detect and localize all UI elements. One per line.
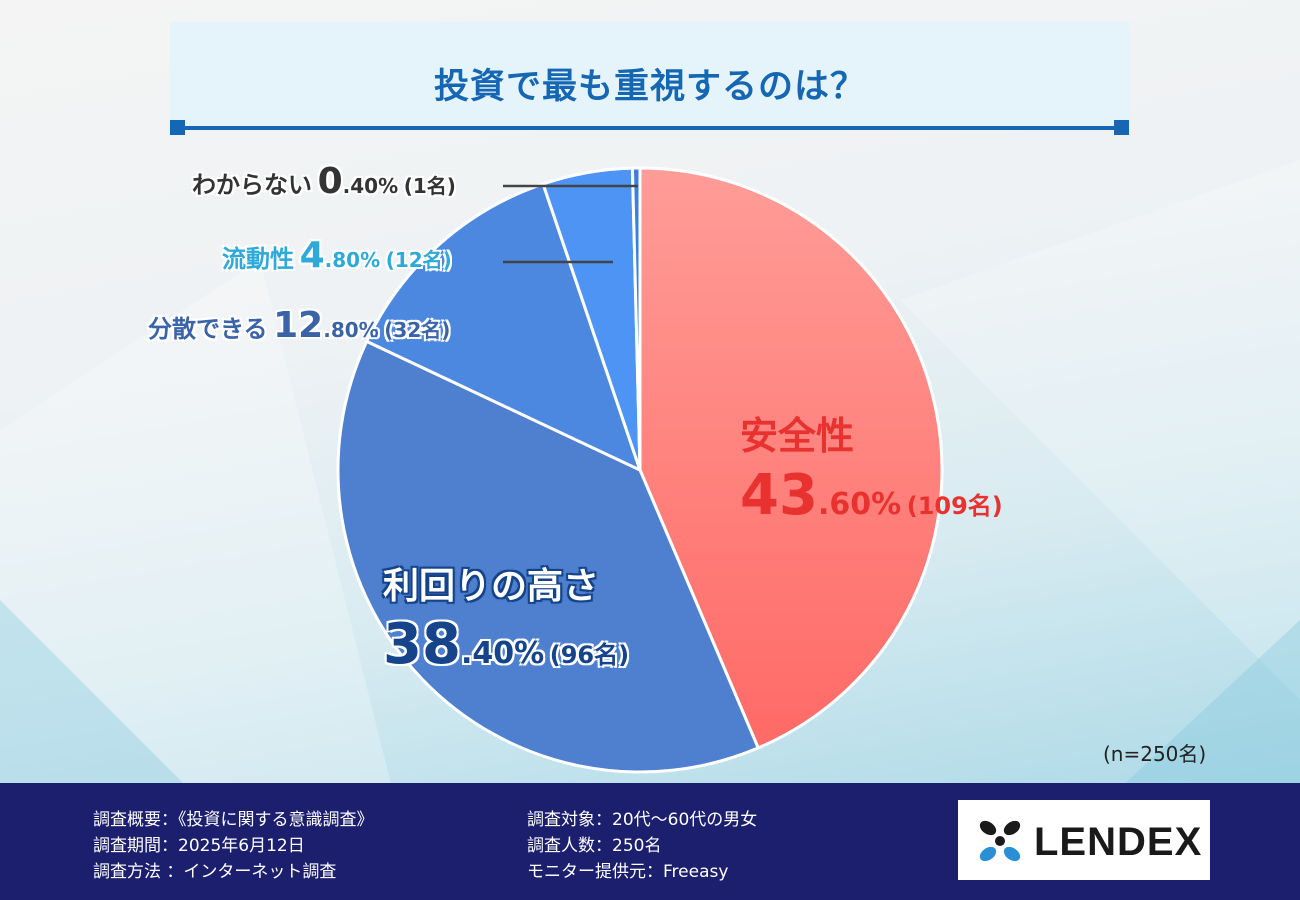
- pie-slice-yield: [336, 339, 761, 774]
- label-safety: 安全性 43.60% (109名): [740, 405, 1003, 524]
- label-distribution-pct-dec: .80%: [323, 318, 379, 342]
- label-unknown: わからない 0.40% (1名): [192, 164, 456, 200]
- footer-survey-count: 調査人数：250名: [527, 836, 662, 856]
- title-underline: [176, 126, 1122, 130]
- label-distribution-count: (32名): [384, 318, 451, 342]
- label-liquidity: 流動性 4.80% (12名): [222, 238, 452, 274]
- label-safety-name: 安全性: [740, 414, 855, 458]
- lendex-flower-icon: [979, 820, 1021, 862]
- logo-text: LENDEX: [1034, 820, 1203, 864]
- label-yield-name: 利回りの高さ: [383, 566, 600, 607]
- label-distribution-pct-int: 12: [273, 305, 324, 346]
- label-unknown-pct-int: 0: [317, 161, 343, 202]
- label-unknown-pct-dec: .40%: [342, 174, 399, 198]
- label-yield-pct-int: 38: [383, 612, 461, 677]
- label-yield-count: (96名): [549, 641, 630, 669]
- label-liquidity-pct-int: 4: [299, 235, 325, 276]
- label-liquidity-name: 流動性: [222, 245, 294, 273]
- label-distribution: 分散できる 12.80% (32名): [148, 308, 450, 344]
- label-yield: 利回りの高さ 38.40% (96名): [383, 557, 629, 673]
- label-safety-pct-int: 43: [740, 463, 818, 528]
- label-safety-count: (109名): [906, 492, 1003, 520]
- footer-survey-overview: 調査概要：《投資に関する意識調査》: [93, 810, 374, 830]
- title-band: [170, 22, 1130, 128]
- footer-monitor-provider: モニター提供元：Freeasy: [527, 862, 729, 882]
- footer-survey-method: 調査方法 ：インターネット調査: [93, 862, 337, 882]
- footer-survey-period: 調査期間：2025年6月12日: [93, 836, 305, 856]
- label-unknown-count: (1名): [403, 174, 456, 198]
- label-liquidity-count: (12名): [385, 248, 452, 272]
- pie-slice-unknown: [630, 166, 642, 471]
- label-yield-pct-dec: .40%: [460, 636, 545, 671]
- label-safety-pct-dec: .60%: [817, 487, 902, 522]
- pie-slice-safety: [638, 166, 944, 750]
- underline-left-cap: [170, 120, 185, 135]
- label-unknown-name: わからない: [192, 171, 312, 199]
- underline-right-cap: [1114, 120, 1129, 135]
- footer-survey-target: 調査対象：20代〜60代の男女: [527, 810, 758, 830]
- chart-title: 投資で最も重視するのは？: [433, 67, 866, 107]
- pie-slice-distribution: [364, 182, 643, 473]
- label-distribution-name: 分散できる: [148, 315, 268, 343]
- label-liquidity-pct-dec: .80%: [324, 248, 381, 272]
- sample-size: (n=250名): [1103, 742, 1207, 766]
